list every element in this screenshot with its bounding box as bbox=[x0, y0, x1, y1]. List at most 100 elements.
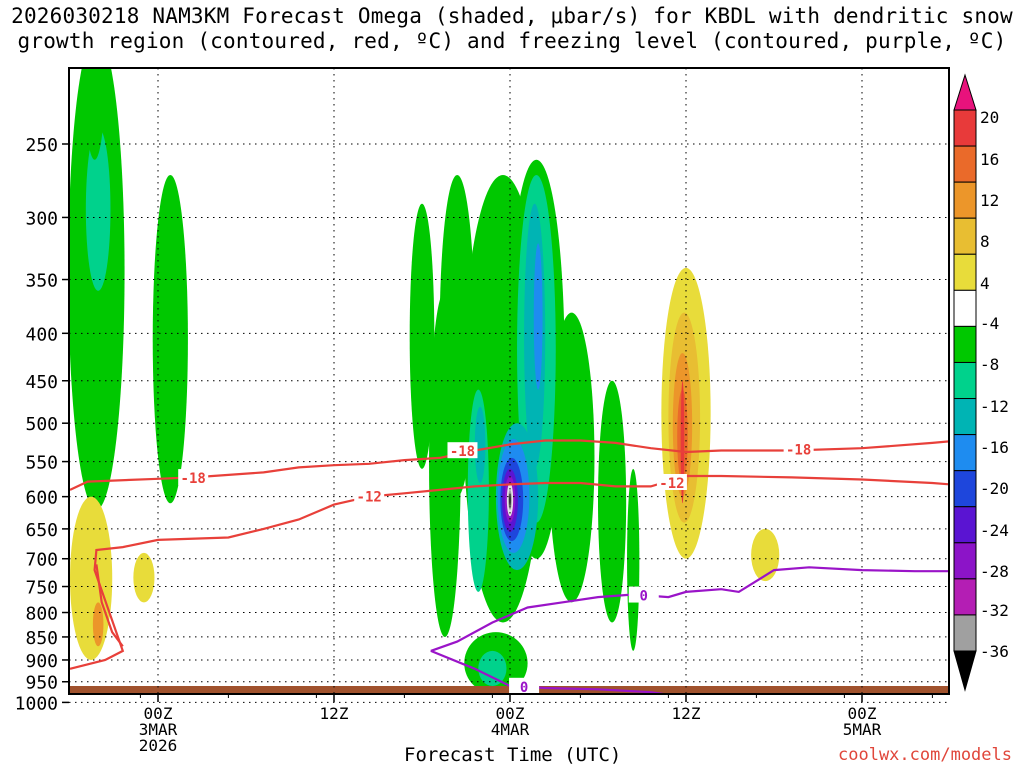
omega-blob bbox=[474, 406, 486, 483]
colorbar-swatch bbox=[953, 398, 977, 436]
colorbar-label: 16 bbox=[980, 150, 999, 169]
omega-blob bbox=[680, 380, 685, 504]
y-axis: 2503003504004505005506006507007508008509… bbox=[15, 135, 69, 714]
x-axis-label: Forecast Time (UTC) bbox=[404, 744, 622, 766]
contour-minus18 bbox=[69, 439, 949, 491]
title-line-1: 2026030218 NAM3KM Forecast Omega (shaded… bbox=[11, 4, 1013, 28]
contour-label: -18 bbox=[786, 443, 811, 459]
colorbar-swatch bbox=[953, 578, 977, 616]
colorbar-label: -36 bbox=[980, 642, 1009, 661]
y-tick-label: 500 bbox=[25, 414, 58, 435]
omega-blob bbox=[409, 203, 435, 469]
omega-blob bbox=[533, 243, 543, 390]
y-tick-label: 600 bbox=[25, 488, 58, 509]
contour-label: -18 bbox=[450, 444, 475, 460]
omega-blob bbox=[751, 528, 780, 582]
omega-blob bbox=[84, 68, 106, 160]
x-tick-label: 00Z bbox=[496, 704, 525, 723]
y-tick-label: 800 bbox=[25, 604, 58, 625]
y-tick-label: 450 bbox=[25, 372, 58, 393]
chart-title: 2026030218 NAM3KM Forecast Omega (shaded… bbox=[0, 4, 1024, 54]
colorbar-swatch bbox=[953, 181, 977, 219]
colorbar: 20 16 12 8 4 -4 -8 -12 -16 -20 -24 -28 -32 -36 bbox=[953, 73, 1009, 692]
omega-blob bbox=[627, 468, 640, 651]
colorbar-label: -32 bbox=[980, 601, 1009, 620]
colorbar-swatch bbox=[953, 109, 977, 147]
title-line-2: growth region (contoured, red, ºC) and f… bbox=[17, 29, 1007, 53]
colorbar-label: -16 bbox=[980, 438, 1009, 457]
colorbar-swatch bbox=[953, 542, 977, 580]
omega-blob bbox=[85, 127, 111, 291]
contour-label-bg bbox=[447, 442, 478, 459]
x-tick-label: 12Z bbox=[320, 704, 349, 723]
contour-label-bg bbox=[354, 487, 385, 504]
colorbar-bottom-arrow bbox=[953, 650, 977, 692]
colorbar-swatch bbox=[953, 434, 977, 472]
y-tick-label: 850 bbox=[25, 628, 58, 649]
x-tick-label: 00Z bbox=[848, 704, 877, 723]
contour-label: 0 bbox=[520, 680, 528, 696]
colorbar-swatch bbox=[953, 253, 977, 291]
x-tick-label: 12Z bbox=[672, 704, 701, 723]
colorbar-swatch bbox=[953, 506, 977, 544]
omega-blob bbox=[92, 602, 104, 647]
colorbar-swatch bbox=[953, 217, 977, 255]
y-tick-label: 750 bbox=[25, 578, 58, 599]
contour-label-bg bbox=[509, 677, 540, 694]
y-tick-label: 350 bbox=[25, 271, 58, 292]
contour-zero-surface bbox=[510, 704, 950, 706]
credit-text: coolwx.com/models bbox=[838, 745, 1012, 765]
contour-label: -18 bbox=[181, 471, 206, 487]
colorbar-label: -28 bbox=[980, 562, 1009, 581]
contour-minus12 bbox=[69, 474, 949, 670]
colorbar-label: -20 bbox=[980, 479, 1009, 498]
y-tick-label: 700 bbox=[25, 550, 58, 571]
grid-lines bbox=[69, 68, 949, 703]
x-tick-label: 5MAR bbox=[843, 720, 882, 739]
y-tick-label: 550 bbox=[25, 453, 58, 474]
omega-blob bbox=[152, 174, 188, 504]
colorbar-label: 20 bbox=[980, 108, 999, 127]
colorbar-swatch bbox=[953, 289, 977, 327]
y-tick-label: 950 bbox=[25, 673, 58, 694]
x-tick-label: 2026 bbox=[139, 736, 178, 755]
omega-blob bbox=[133, 552, 155, 603]
colorbar-swatch bbox=[953, 325, 977, 363]
x-tick-label: 4MAR bbox=[491, 720, 530, 739]
omega-blob bbox=[548, 312, 595, 603]
contour-zero bbox=[430, 566, 949, 652]
y-tick-label: 400 bbox=[25, 324, 58, 345]
omega-blob bbox=[509, 493, 511, 507]
contour-label-bg bbox=[178, 469, 209, 486]
colorbar-label: -12 bbox=[980, 397, 1009, 416]
y-tick-label: 650 bbox=[25, 520, 58, 541]
colorbar-swatch bbox=[953, 470, 977, 508]
omega-blob bbox=[70, 496, 113, 660]
ground-bar bbox=[69, 686, 949, 694]
contour-zero-low bbox=[430, 649, 671, 694]
colorbar-label: -4 bbox=[980, 314, 999, 333]
x-tick-label: 3MAR bbox=[139, 720, 178, 739]
omega-blob bbox=[478, 650, 507, 686]
contour-lines bbox=[69, 439, 950, 706]
contour-labels: -18 -18 -18 -12 -12 0 0 bbox=[178, 440, 814, 696]
colorbar-label: 4 bbox=[980, 274, 990, 293]
contour-label-bg bbox=[656, 473, 687, 490]
omega-shading bbox=[69, 68, 780, 694]
colorbar-label: 8 bbox=[980, 232, 990, 251]
y-tick-label: 900 bbox=[25, 651, 58, 672]
contour-label: 0 bbox=[640, 589, 648, 605]
colorbar-swatch bbox=[953, 614, 977, 652]
contour-minus12-lobe bbox=[95, 564, 124, 647]
contour-label-bg bbox=[628, 586, 659, 603]
colorbar-label: 12 bbox=[980, 191, 999, 210]
colorbar-label: -24 bbox=[980, 521, 1009, 540]
y-tick-label: 1000 bbox=[15, 693, 58, 714]
contour-label: -12 bbox=[357, 490, 382, 506]
y-tick-label: 250 bbox=[25, 135, 58, 156]
y-tick-label: 300 bbox=[25, 208, 58, 229]
colorbar-label: -8 bbox=[980, 355, 999, 374]
x-tick-label: 00Z bbox=[144, 704, 173, 723]
